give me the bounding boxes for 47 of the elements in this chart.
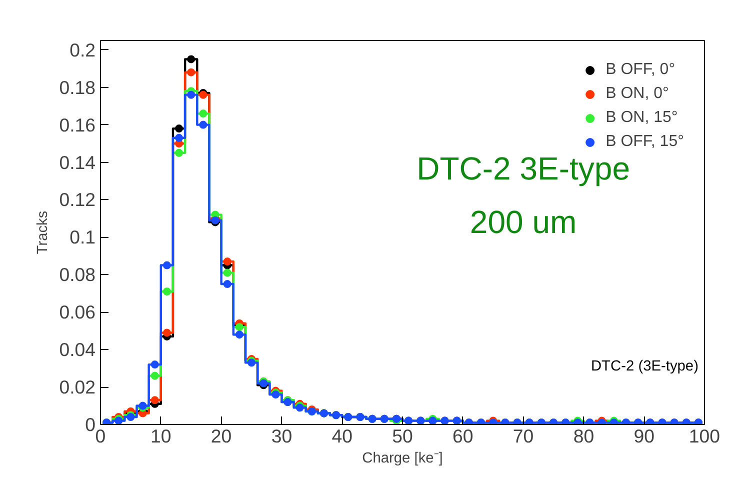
legend-label: B ON, 0° [606, 85, 669, 103]
point [223, 280, 232, 288]
point [175, 134, 184, 142]
y-tick-label: 0.02 [59, 376, 96, 398]
y-axis-title: Tracks [35, 210, 52, 254]
y-tick-label: 0.14 [59, 152, 96, 173]
point [150, 360, 159, 369]
annotation: DTC-2 (3E-type) [590, 358, 698, 375]
point [223, 258, 232, 266]
x-tick-label: 40 [332, 426, 352, 446]
point [187, 90, 196, 99]
y-tick-label: 0.2 [70, 39, 96, 60]
y-tick-label: 0.04 [59, 339, 96, 360]
point [175, 124, 184, 133]
point [162, 261, 171, 270]
y-tick-label: 0.08 [59, 264, 96, 286]
legend-label: B OFF, 0° [606, 61, 676, 79]
x-tick-label: 90 [634, 426, 654, 446]
point [199, 110, 208, 118]
point [199, 120, 208, 129]
y-tick-label: 0.1 [70, 226, 96, 248]
annotation: DTC-2 3E-type [416, 150, 630, 186]
x-tick-label: 20 [210, 426, 232, 446]
x-tick-label: 80 [573, 426, 594, 446]
y-tick-label: 0.16 [59, 114, 96, 136]
x-tick-label: 50 [392, 426, 413, 446]
x-axis-title: Charge [ke⁻] [362, 450, 443, 466]
point [187, 55, 196, 64]
y-tick-label: 0.06 [59, 302, 96, 323]
annotation: 200 um [470, 204, 577, 240]
x-tick-label: 30 [271, 426, 292, 446]
x-tick-label: 10 [150, 426, 172, 446]
point [235, 330, 244, 339]
x-tick-label: 60 [452, 426, 474, 446]
legend-label: B OFF, 15° [606, 133, 684, 151]
x-tick-label: 100 [688, 426, 720, 446]
point [175, 148, 184, 157]
y-tick-label: 0.18 [59, 76, 96, 98]
point [150, 372, 159, 380]
point [223, 268, 232, 277]
point [162, 328, 171, 337]
point [187, 68, 196, 76]
y-tick-label: 0.12 [59, 189, 96, 210]
legend-label: B ON, 15° [606, 109, 678, 127]
point [162, 288, 171, 296]
x-tick-label: 70 [512, 426, 534, 446]
point [150, 396, 159, 404]
